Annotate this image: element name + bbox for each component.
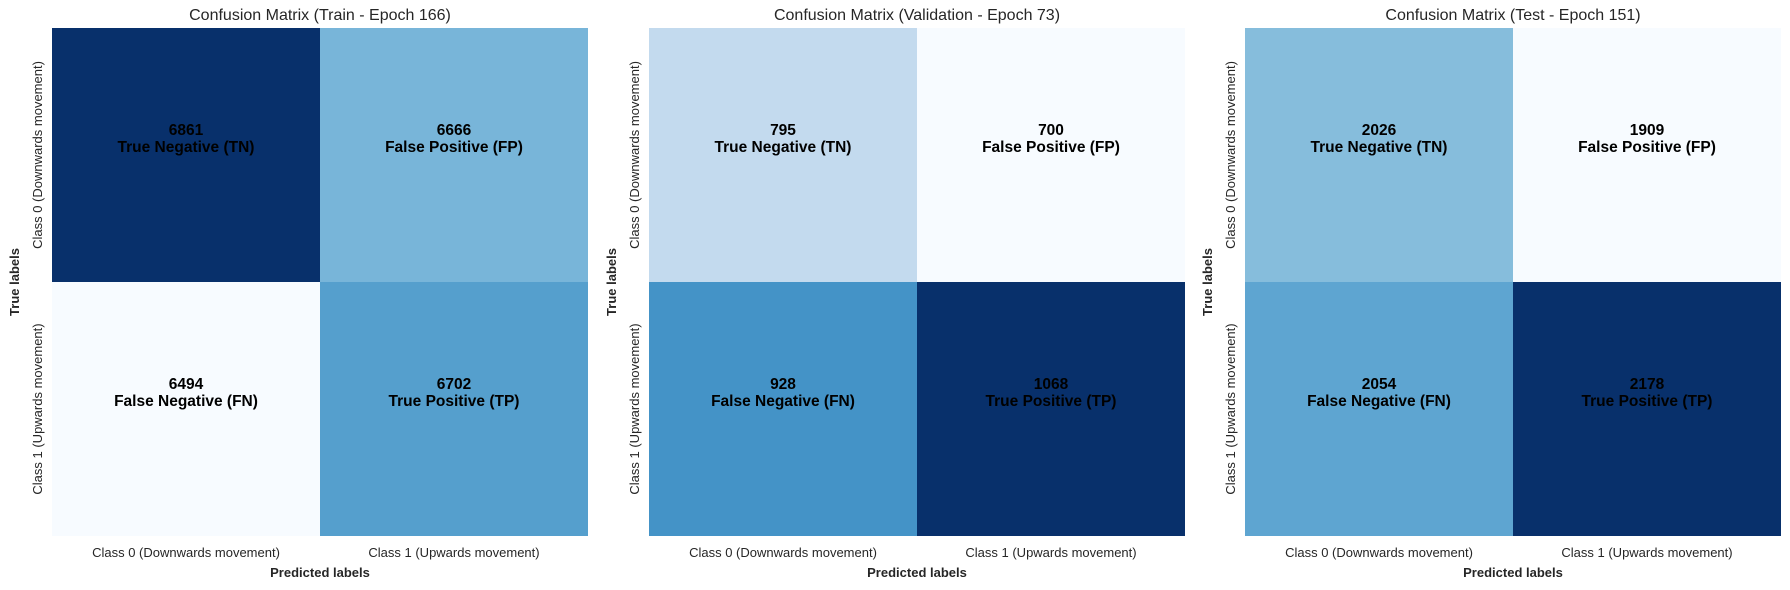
cell-label: False Positive (FP)	[1578, 139, 1716, 156]
cell-annotation: 6666 False Positive (FP)	[320, 122, 588, 156]
x-tick-label: Class 0 (Downwards movement)	[1285, 545, 1473, 560]
cell-label: False Positive (FP)	[982, 139, 1120, 156]
cell-value: 700	[1038, 122, 1064, 139]
cell-value: 6702	[436, 376, 472, 393]
heatmap-cell: 6702 True Positive (TP)	[320, 282, 588, 536]
confusion-matrix-panel: Confusion Matrix (Validation - Epoch 73)…	[597, 0, 1194, 590]
cell-label: True Negative (TN)	[117, 139, 255, 156]
x-tick-label: Class 1 (Upwards movement)	[965, 545, 1137, 560]
cell-value: 6494	[168, 376, 204, 393]
cell-annotation: 2054 False Negative (FN)	[1245, 376, 1513, 410]
heatmap-cell: 6666 False Positive (FP)	[320, 28, 588, 282]
y-tick-label: Class 0 (Downwards movement)	[627, 61, 642, 249]
x-tick-label: Class 0 (Downwards movement)	[92, 545, 280, 560]
cell-label: False Negative (FN)	[711, 393, 855, 410]
cell-label: False Negative (FN)	[114, 393, 258, 410]
cell-annotation: 6494 False Negative (FN)	[52, 376, 320, 410]
x-axis-label: Predicted labels	[867, 565, 967, 580]
x-tick-label: Class 0 (Downwards movement)	[689, 545, 877, 560]
cell-annotation: 1068 True Positive (TP)	[917, 376, 1185, 410]
heatmap-grid: 6861 True Negative (TN) 6666 False Positive…	[52, 28, 588, 536]
heatmap-cell: 928 False Negative (FN)	[649, 282, 917, 536]
x-axis-label: Predicted labels	[1463, 565, 1563, 580]
cell-value: 6666	[436, 122, 472, 139]
cell-annotation: 795 True Negative (TN)	[649, 122, 917, 156]
y-tick-label: Class 1 (Upwards movement)	[30, 323, 45, 495]
heatmap-cell: 6494 False Negative (FN)	[52, 282, 320, 536]
heatmap-cell: 1068 True Positive (TP)	[917, 282, 1185, 536]
y-tick-label: Class 1 (Upwards movement)	[1223, 323, 1238, 495]
cell-annotation: 6702 True Positive (TP)	[320, 376, 588, 410]
cell-label: True Negative (TN)	[1310, 139, 1448, 156]
cell-value: 795	[770, 122, 796, 139]
heatmap-cell: 2178 True Positive (TP)	[1513, 282, 1781, 536]
y-axis-label: True labels	[604, 248, 619, 316]
cell-value: 1068	[1033, 376, 1069, 393]
y-tick-label: Class 0 (Downwards movement)	[1223, 61, 1238, 249]
heatmap-cell: 795 True Negative (TN)	[649, 28, 917, 282]
x-tick-label: Class 1 (Upwards movement)	[1561, 545, 1733, 560]
heatmap-cell: 1909 False Positive (FP)	[1513, 28, 1781, 282]
cell-value: 2054	[1361, 376, 1397, 393]
cell-value: 2178	[1629, 376, 1665, 393]
cell-value: 928	[770, 376, 796, 393]
cell-label: True Positive (TP)	[1581, 393, 1713, 410]
cell-annotation: 2026 True Negative (TN)	[1245, 122, 1513, 156]
y-axis-label: True labels	[1200, 248, 1215, 316]
chart-title: Confusion Matrix (Train - Epoch 166)	[189, 7, 451, 24]
heatmap-cell: 6861 True Negative (TN)	[52, 28, 320, 282]
cell-label: True Positive (TP)	[388, 393, 520, 410]
cell-label: True Positive (TP)	[985, 393, 1117, 410]
y-tick-label: Class 1 (Upwards movement)	[627, 323, 642, 495]
heatmap-cell: 700 False Positive (FP)	[917, 28, 1185, 282]
cell-value: 6861	[168, 122, 204, 139]
y-tick-label: Class 0 (Downwards movement)	[30, 61, 45, 249]
x-axis-label: Predicted labels	[270, 565, 370, 580]
cell-annotation: 700 False Positive (FP)	[917, 122, 1185, 156]
cell-label: False Positive (FP)	[385, 139, 523, 156]
heatmap-grid: 795 True Negative (TN) 700 False Positive (…	[649, 28, 1185, 536]
heatmap-grid: 2026 True Negative (TN) 1909 False Positive…	[1245, 28, 1781, 536]
heatmap-cell: 2026 True Negative (TN)	[1245, 28, 1513, 282]
cell-value: 2026	[1361, 122, 1397, 139]
cell-label: False Negative (FN)	[1307, 393, 1451, 410]
x-tick-label: Class 1 (Upwards movement)	[368, 545, 540, 560]
cell-label: True Negative (TN)	[714, 139, 852, 156]
heatmap-cell: 2054 False Negative (FN)	[1245, 282, 1513, 536]
cell-annotation: 6861 True Negative (TN)	[52, 122, 320, 156]
chart-title: Confusion Matrix (Test - Epoch 151)	[1385, 7, 1641, 24]
cell-annotation: 928 False Negative (FN)	[649, 376, 917, 410]
cell-value: 1909	[1629, 122, 1665, 139]
confusion-matrix-panel: Confusion Matrix (Test - Epoch 151) 2026 T…	[1193, 0, 1790, 590]
confusion-matrix-panel: Confusion Matrix (Train - Epoch 166) 6861…	[0, 0, 597, 590]
chart-title: Confusion Matrix (Validation - Epoch 73)	[773, 7, 1061, 24]
cell-annotation: 2178 True Positive (TP)	[1513, 376, 1781, 410]
cell-annotation: 1909 False Positive (FP)	[1513, 122, 1781, 156]
y-axis-label: True labels	[7, 248, 22, 316]
